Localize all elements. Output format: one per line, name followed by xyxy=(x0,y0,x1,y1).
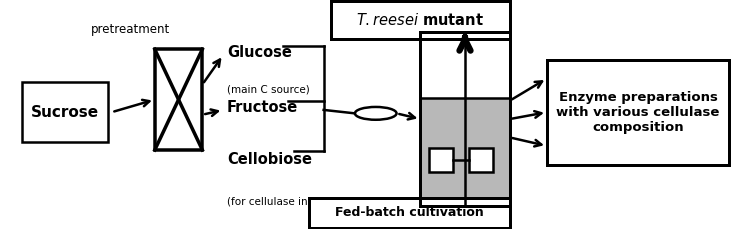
Bar xyxy=(547,60,729,165)
Bar xyxy=(22,82,108,142)
Bar xyxy=(309,198,510,228)
Text: Fed-batch cultivation: Fed-batch cultivation xyxy=(335,207,484,219)
Text: Cellobiose: Cellobiose xyxy=(227,152,312,167)
Bar xyxy=(420,32,510,206)
Text: Enzyme preparations
with various cellulase
composition: Enzyme preparations with various cellula… xyxy=(557,91,719,134)
Text: $\it{T. reesei}$ mutant: $\it{T. reesei}$ mutant xyxy=(356,12,484,28)
Bar xyxy=(331,1,510,39)
Text: (for cellulase induction): (for cellulase induction) xyxy=(227,197,350,207)
Bar xyxy=(155,49,202,150)
Bar xyxy=(469,148,493,172)
Text: (main C source): (main C source) xyxy=(227,85,310,95)
Text: Fructose: Fructose xyxy=(227,99,298,114)
Text: Sucrose: Sucrose xyxy=(31,105,99,120)
Bar xyxy=(420,32,510,98)
Text: pretreatment: pretreatment xyxy=(91,23,170,36)
Text: Glucose: Glucose xyxy=(227,44,292,60)
Bar xyxy=(429,148,453,172)
Bar xyxy=(420,98,510,206)
